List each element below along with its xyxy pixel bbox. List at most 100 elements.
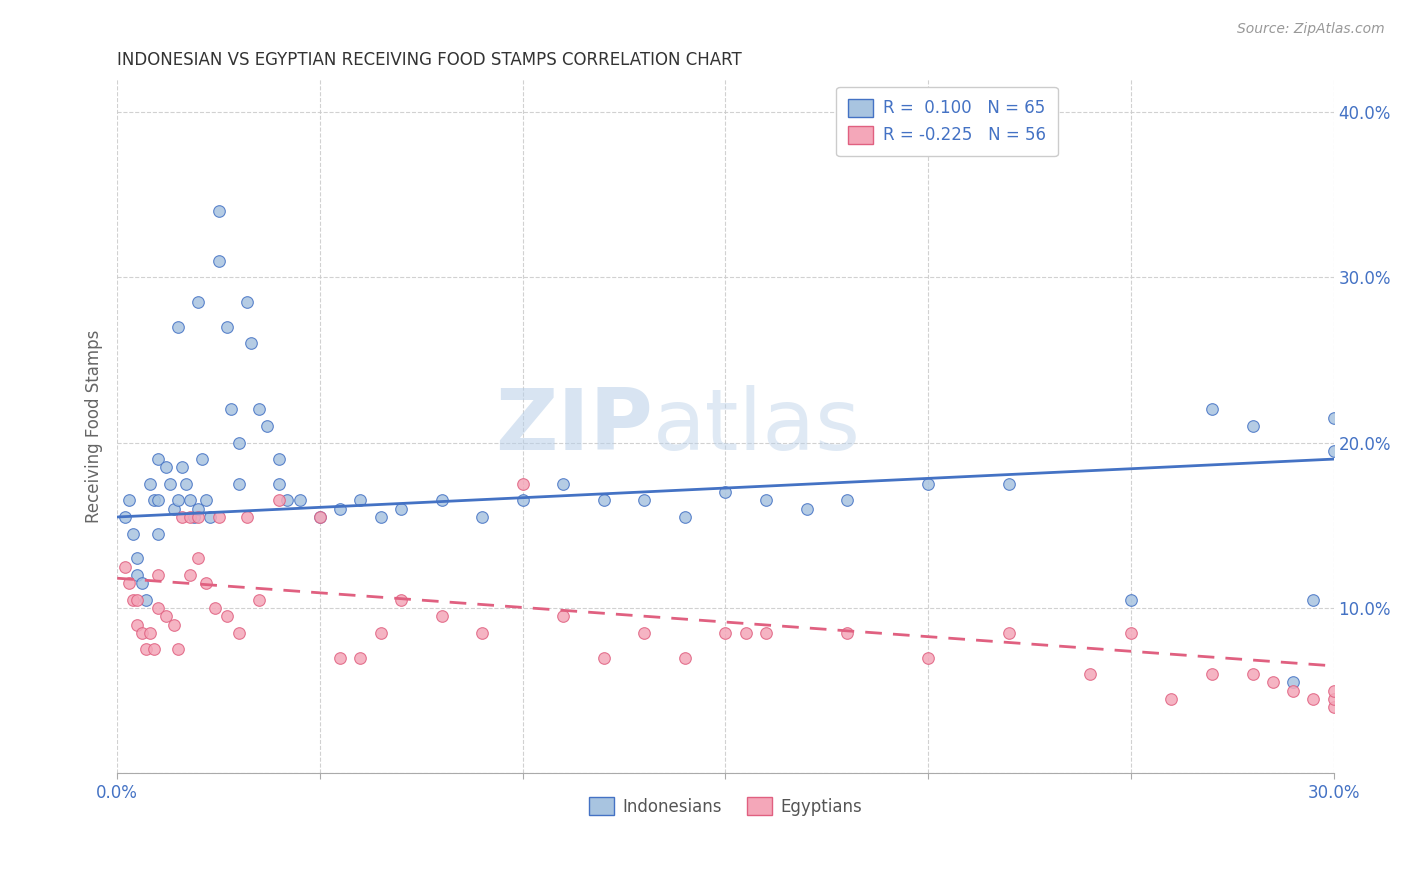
Point: [917, 476, 939, 491]
Point: [553, 476, 575, 491]
Point: [1282, 683, 1305, 698]
Point: [1302, 592, 1324, 607]
Point: [155, 609, 177, 624]
Point: [138, 476, 160, 491]
Point: [155, 460, 177, 475]
Point: [114, 510, 136, 524]
Point: [755, 493, 778, 508]
Point: [146, 452, 169, 467]
Point: [471, 625, 494, 640]
Point: [207, 510, 229, 524]
Text: atlas: atlas: [652, 384, 860, 467]
Point: [204, 601, 226, 615]
Point: [835, 493, 858, 508]
Text: ZIP: ZIP: [495, 384, 652, 467]
Point: [269, 452, 291, 467]
Point: [269, 493, 291, 508]
Point: [146, 601, 169, 615]
Point: [138, 625, 160, 640]
Point: [195, 576, 218, 591]
Point: [370, 625, 392, 640]
Point: [187, 551, 209, 566]
Point: [998, 476, 1021, 491]
Point: [170, 510, 193, 524]
Point: [207, 253, 229, 268]
Point: [118, 493, 141, 508]
Point: [329, 650, 352, 665]
Legend: Indonesians, Egyptians: Indonesians, Egyptians: [581, 789, 870, 824]
Point: [714, 625, 737, 640]
Point: [1261, 675, 1284, 690]
Point: [228, 625, 250, 640]
Point: [633, 625, 655, 640]
Point: [146, 493, 169, 508]
Point: [215, 609, 238, 624]
Point: [1241, 667, 1264, 681]
Point: [389, 501, 412, 516]
Point: [1323, 683, 1346, 698]
Point: [430, 609, 453, 624]
Point: [179, 510, 201, 524]
Point: [247, 402, 270, 417]
Point: [471, 510, 494, 524]
Point: [673, 650, 696, 665]
Point: [195, 493, 218, 508]
Point: [633, 493, 655, 508]
Point: [553, 609, 575, 624]
Point: [114, 559, 136, 574]
Point: [592, 493, 614, 508]
Point: [796, 501, 818, 516]
Point: [673, 510, 696, 524]
Point: [247, 592, 270, 607]
Point: [236, 294, 259, 309]
Point: [269, 476, 291, 491]
Point: [512, 476, 534, 491]
Point: [1078, 667, 1101, 681]
Point: [127, 592, 149, 607]
Point: [127, 617, 149, 632]
Point: [430, 493, 453, 508]
Point: [142, 493, 165, 508]
Point: [135, 592, 157, 607]
Point: [135, 642, 157, 657]
Point: [219, 402, 242, 417]
Point: [256, 419, 278, 434]
Point: [179, 493, 201, 508]
Point: [163, 501, 186, 516]
Point: [349, 493, 371, 508]
Point: [240, 336, 263, 351]
Point: [309, 510, 332, 524]
Point: [1201, 667, 1223, 681]
Point: [1119, 592, 1142, 607]
Point: [146, 568, 169, 582]
Point: [170, 460, 193, 475]
Point: [1201, 402, 1223, 417]
Point: [228, 476, 250, 491]
Point: [1323, 410, 1346, 425]
Text: Source: ZipAtlas.com: Source: ZipAtlas.com: [1237, 22, 1385, 37]
Point: [228, 435, 250, 450]
Point: [159, 476, 181, 491]
Point: [191, 452, 214, 467]
Point: [174, 476, 197, 491]
Point: [127, 551, 149, 566]
Point: [122, 592, 145, 607]
Point: [998, 625, 1021, 640]
Point: [122, 526, 145, 541]
Point: [131, 625, 153, 640]
Point: [146, 526, 169, 541]
Point: [200, 510, 222, 524]
Point: [167, 319, 190, 334]
Point: [370, 510, 392, 524]
Point: [127, 568, 149, 582]
Point: [1241, 419, 1264, 434]
Point: [389, 592, 412, 607]
Point: [187, 294, 209, 309]
Point: [714, 485, 737, 500]
Text: INDONESIAN VS EGYPTIAN RECEIVING FOOD STAMPS CORRELATION CHART: INDONESIAN VS EGYPTIAN RECEIVING FOOD ST…: [117, 51, 742, 69]
Point: [512, 493, 534, 508]
Point: [917, 650, 939, 665]
Point: [131, 576, 153, 591]
Point: [755, 625, 778, 640]
Point: [1160, 692, 1182, 706]
